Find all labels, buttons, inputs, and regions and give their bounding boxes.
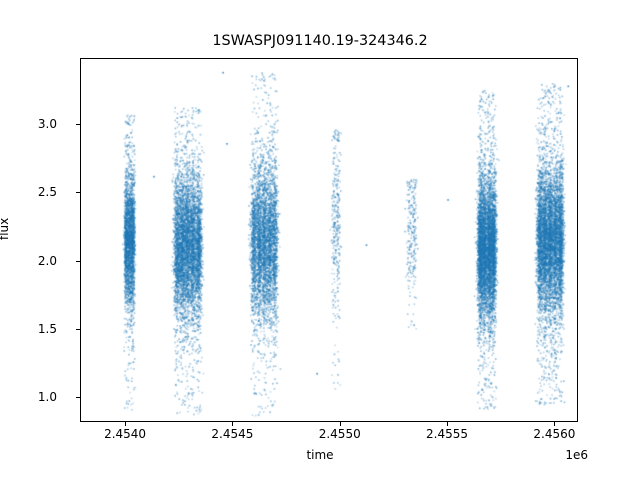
y-tick-mark [76, 260, 80, 262]
x-tick-label: 2.4550 [318, 427, 361, 441]
y-tick-label: 1.0 [37, 390, 57, 405]
y-tick-label: 3.0 [37, 116, 57, 131]
x-tick-mark [232, 422, 234, 426]
y-tick-mark [76, 123, 80, 125]
x-tick-mark [554, 422, 556, 426]
x-tick-mark [447, 422, 449, 426]
x-tick-mark [339, 422, 341, 426]
y-tick-label: 2.5 [37, 185, 57, 200]
x-tick-label: 2.4560 [533, 427, 576, 441]
x-tick-label: 2.4545 [211, 427, 254, 441]
y-tick-label: 2.0 [37, 253, 57, 268]
plot-axes [80, 58, 578, 422]
x-tick-label: 2.4555 [426, 427, 469, 441]
y-tick-mark [76, 397, 80, 399]
page-title: 1SWASPJ091140.19-324346.2 [212, 33, 428, 49]
x-tick-label: 2.4540 [104, 427, 147, 441]
y-tick-mark [76, 192, 80, 194]
y-axis-label: flux [0, 217, 11, 240]
y-tick-mark [76, 328, 80, 331]
x-axis-label: time [306, 448, 334, 462]
scatter-points-layer [81, 59, 577, 421]
x-tick-mark [125, 422, 127, 426]
y-tick-label: 1.5 [37, 321, 57, 336]
x-axis-offset-label: 1e6 [565, 448, 588, 462]
